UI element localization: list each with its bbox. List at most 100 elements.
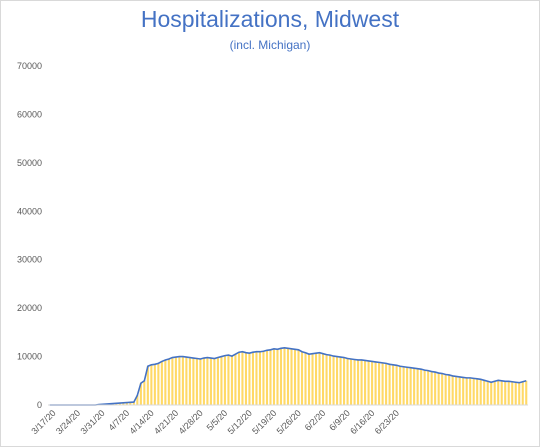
- bar: [458, 376, 461, 405]
- bar: [167, 358, 170, 405]
- bar: [399, 366, 402, 405]
- bar: [283, 347, 286, 405]
- bar: [420, 369, 423, 405]
- chart-subtitle: (incl. Michigan): [229, 38, 311, 52]
- bar: [230, 356, 233, 405]
- bar: [514, 382, 517, 405]
- bar: [276, 349, 279, 405]
- bar: [441, 373, 444, 405]
- bar: [269, 349, 272, 405]
- bar: [493, 381, 496, 405]
- bar: [518, 382, 521, 405]
- y-tick-label: 0: [37, 400, 42, 410]
- bar: [255, 351, 258, 405]
- bar: [325, 354, 328, 405]
- bar: [360, 359, 363, 405]
- bar: [353, 359, 356, 405]
- x-tick-label: 3/31/20: [78, 408, 106, 436]
- x-tick-label: 3/17/20: [29, 408, 57, 436]
- y-tick-label: 30000: [17, 255, 42, 265]
- bar: [346, 358, 349, 405]
- bar: [185, 357, 188, 405]
- y-tick-label: 50000: [17, 158, 42, 168]
- bar: [118, 403, 121, 405]
- bar: [490, 382, 493, 405]
- bar: [521, 381, 524, 405]
- y-tick-label: 10000: [17, 352, 42, 362]
- bar: [241, 351, 244, 405]
- bar: [115, 403, 118, 405]
- bar: [402, 366, 405, 405]
- bar: [406, 367, 409, 405]
- bar: [500, 380, 503, 405]
- bar: [146, 366, 149, 405]
- bar: [479, 379, 482, 405]
- bar: [371, 361, 374, 405]
- bar: [251, 352, 255, 405]
- bar: [462, 377, 465, 405]
- bar: [265, 350, 269, 405]
- bar: [237, 352, 240, 405]
- bar: [139, 383, 142, 405]
- bar: [132, 402, 135, 405]
- bar: [293, 349, 297, 405]
- bar: [486, 381, 489, 405]
- y-axis-ticks: 0 10000 20000 30000 40000 50000 60000 70000: [17, 61, 42, 410]
- x-tick-label: 4/14/20: [127, 408, 155, 436]
- bar: [451, 375, 454, 405]
- bar: [455, 376, 458, 405]
- bar: [195, 358, 198, 405]
- bar: [178, 356, 181, 405]
- bar: [234, 354, 237, 405]
- bar: [129, 402, 132, 405]
- bar: [465, 377, 468, 405]
- bar: [202, 358, 205, 405]
- x-tick-label: 5/26/20: [275, 408, 303, 436]
- x-tick-label: 3/24/20: [54, 408, 82, 436]
- bar: [476, 378, 479, 405]
- bar: [497, 380, 500, 405]
- bar: [507, 381, 510, 405]
- bar: [321, 353, 325, 405]
- bar: [206, 357, 209, 405]
- bar: [336, 356, 339, 405]
- bar: [300, 351, 304, 405]
- bar: [171, 357, 174, 405]
- bar: [343, 357, 346, 405]
- bar: [192, 358, 195, 405]
- bar-series: [97, 347, 528, 405]
- bar: [262, 351, 265, 405]
- bar: [367, 360, 370, 405]
- x-tick-label: 5/12/20: [226, 408, 254, 436]
- x-tick-label: 4/21/20: [152, 408, 180, 436]
- chart-title: Hospitalizations, Midwest: [140, 6, 400, 32]
- bar: [122, 402, 125, 405]
- bar: [430, 371, 433, 405]
- bar: [181, 356, 184, 405]
- bar: [483, 380, 486, 405]
- bar: [286, 348, 290, 405]
- bar: [332, 356, 335, 405]
- bar: [511, 381, 514, 405]
- bar: [314, 353, 318, 405]
- bar: [307, 354, 311, 405]
- y-tick-label: 40000: [17, 206, 42, 216]
- bar: [248, 353, 251, 405]
- bar: [153, 364, 156, 405]
- bar: [136, 395, 139, 405]
- bar: [388, 364, 391, 405]
- bar: [525, 380, 528, 405]
- bar: [472, 378, 475, 405]
- y-tick-label: 20000: [17, 303, 42, 313]
- bar: [374, 361, 377, 405]
- bar: [416, 368, 419, 405]
- bar: [444, 374, 447, 405]
- bar: [311, 353, 314, 405]
- bar: [434, 372, 437, 405]
- x-tick-label: 6/23/20: [373, 408, 401, 436]
- bar: [339, 357, 342, 405]
- bar: [318, 352, 321, 405]
- bar: [272, 348, 276, 405]
- y-tick-label: 70000: [17, 61, 42, 71]
- y-tick-label: 60000: [17, 109, 42, 119]
